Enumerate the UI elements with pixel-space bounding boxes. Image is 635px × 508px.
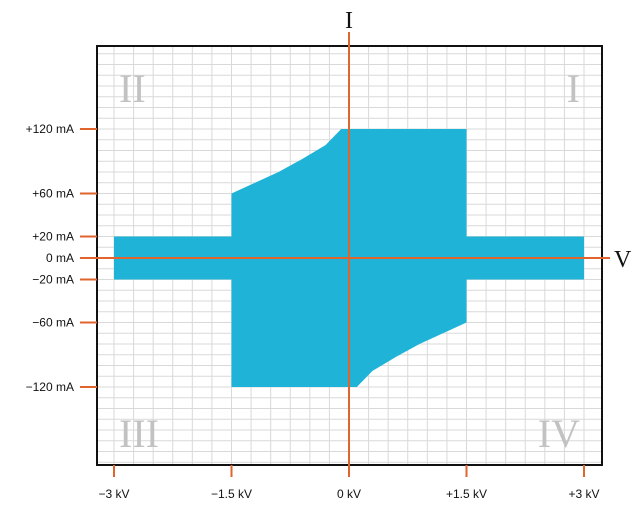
y-tick-label: −60 mA (32, 316, 74, 330)
x-tick-label: +3 kV (568, 487, 599, 501)
quadrant-label-i: I (567, 66, 580, 111)
y-tick-label: −20 mA (32, 273, 74, 287)
y-axis-title: I (345, 8, 353, 34)
x-tick-label: 0 kV (337, 487, 361, 501)
quadrant-label-iii: III (119, 411, 159, 456)
quadrant-label-ii: II (119, 66, 146, 111)
y-tick-label: +20 mA (32, 230, 74, 244)
x-tick-label: +1.5 kV (446, 487, 487, 501)
quadrant-label-iv: IV (538, 411, 580, 456)
axes (80, 32, 610, 476)
y-tick-label: +120 mA (26, 122, 74, 136)
ticks: −3 kV −1.5 kV 0 kV +1.5 kV +3 kV +120 mA +60 m… (26, 122, 600, 501)
y-tick-label: 0 mA (46, 251, 74, 265)
y-tick-label: −120 mA (26, 380, 74, 394)
x-tick-label: −1.5 kV (211, 487, 252, 501)
y-tick-label: +60 mA (32, 187, 74, 201)
x-axis-title: V (614, 247, 632, 273)
x-tick-label: −3 kV (98, 487, 129, 501)
